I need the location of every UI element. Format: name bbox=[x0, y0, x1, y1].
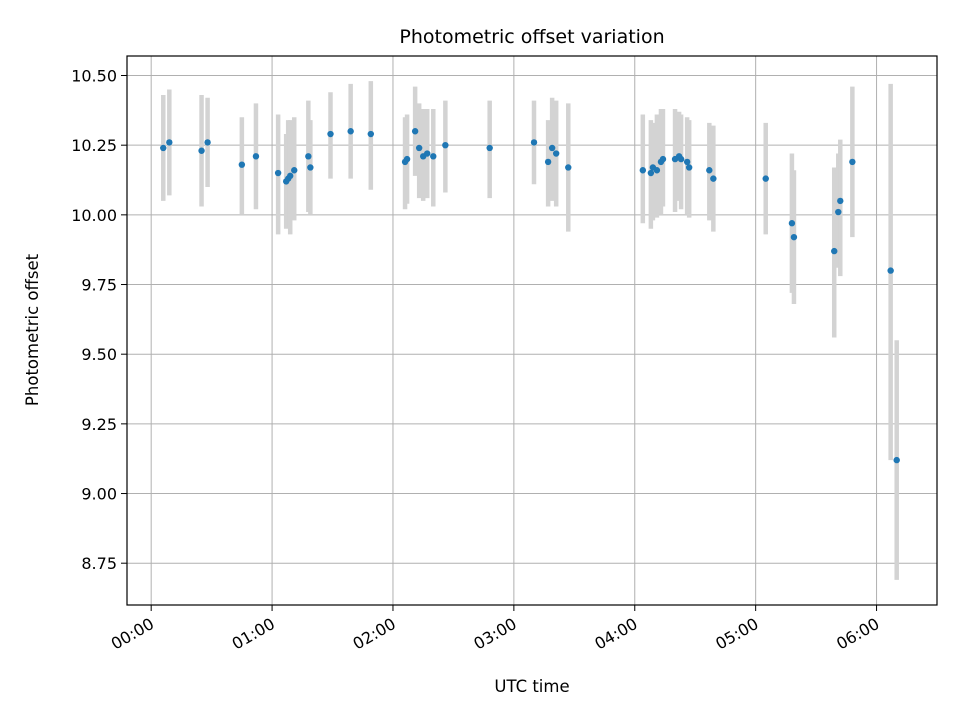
data-point bbox=[685, 164, 693, 171]
data-point bbox=[762, 175, 769, 182]
data-point bbox=[204, 139, 211, 146]
y-tick-label: 9.75 bbox=[81, 276, 117, 295]
data-point bbox=[274, 169, 282, 177]
y-tick-label: 10.25 bbox=[71, 136, 117, 155]
data-point bbox=[252, 153, 260, 160]
data-point bbox=[548, 144, 556, 152]
data-point bbox=[403, 155, 411, 163]
data-point bbox=[544, 158, 552, 166]
data-point bbox=[291, 167, 298, 174]
y-tick-label: 9.50 bbox=[81, 345, 117, 364]
data-point bbox=[552, 150, 560, 157]
data-points bbox=[160, 128, 900, 464]
data-point bbox=[788, 220, 796, 227]
data-point bbox=[835, 208, 842, 216]
data-point bbox=[677, 155, 685, 163]
data-point bbox=[327, 130, 334, 138]
data-point bbox=[831, 247, 838, 255]
data-point bbox=[565, 164, 572, 171]
data-point bbox=[710, 175, 717, 182]
data-point bbox=[647, 169, 655, 177]
data-point bbox=[653, 167, 661, 174]
data-point bbox=[442, 141, 449, 149]
y-tick-label: 9.00 bbox=[81, 485, 117, 504]
y-axis-ticks: 8.75 9.00 9.25 9.50 9.75 10.00 10.25 10.50 bbox=[71, 67, 127, 573]
data-point bbox=[430, 153, 437, 160]
y-tick-label: 10.00 bbox=[71, 206, 117, 225]
data-point bbox=[347, 128, 354, 135]
data-point bbox=[639, 167, 647, 174]
data-point bbox=[238, 161, 246, 168]
data-point bbox=[849, 158, 856, 166]
data-point bbox=[287, 172, 294, 180]
data-point bbox=[305, 153, 312, 160]
data-point bbox=[893, 456, 900, 464]
y-tick-label: 9.25 bbox=[81, 415, 117, 434]
data-point bbox=[659, 155, 667, 163]
data-point bbox=[790, 233, 798, 241]
x-axis-label: UTC time bbox=[494, 677, 569, 696]
data-point bbox=[887, 267, 894, 274]
y-axis-label: Photometric offset bbox=[23, 253, 42, 406]
data-point bbox=[411, 128, 419, 135]
data-point bbox=[706, 167, 713, 174]
data-point bbox=[198, 147, 205, 154]
data-point bbox=[307, 164, 314, 171]
data-point bbox=[486, 144, 493, 152]
data-point bbox=[424, 150, 431, 157]
plot-frame bbox=[126, 55, 938, 606]
y-tick-label: 8.75 bbox=[81, 554, 117, 573]
data-point bbox=[683, 158, 691, 166]
y-tick-label: 10.50 bbox=[71, 67, 117, 86]
data-point bbox=[166, 139, 173, 146]
data-point bbox=[837, 197, 844, 205]
chart-title: Photometric offset variation bbox=[399, 26, 664, 48]
data-point bbox=[367, 130, 375, 138]
data-point bbox=[415, 144, 423, 152]
data-point bbox=[160, 144, 167, 152]
data-point bbox=[530, 139, 538, 146]
